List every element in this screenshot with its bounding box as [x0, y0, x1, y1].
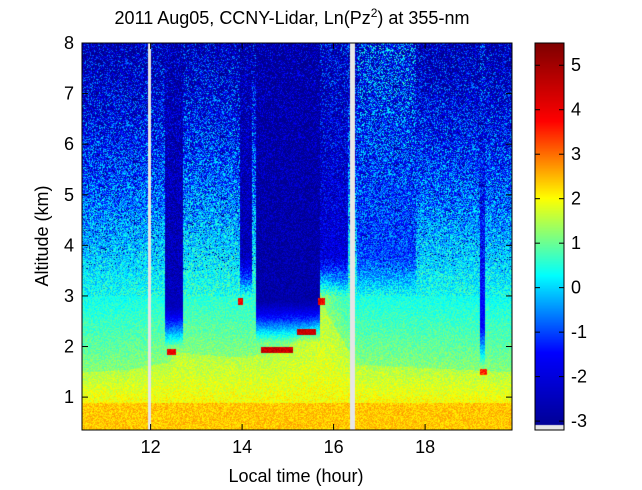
plot-frame [81, 42, 513, 431]
x-axis: 12 14 16 18 [141, 43, 435, 457]
y-tick-label: 2 [64, 337, 74, 357]
y-tick-label: 7 [64, 84, 74, 104]
colorbar-tick-label: 1 [571, 233, 581, 253]
x-axis-label: Local time (hour) [228, 466, 363, 486]
colorbar-tick-label: -3 [571, 411, 587, 431]
y-tick-label: 6 [64, 134, 74, 154]
colorbar-tick-label: 5 [571, 55, 581, 75]
y-tick-label: 1 [64, 387, 74, 407]
colorbar-image [535, 43, 564, 430]
colorbar-tick-label: 0 [571, 278, 581, 298]
colorbar-tick-label: 2 [571, 189, 581, 209]
colorbar-tick-label: 4 [571, 100, 581, 120]
colorbar-tick-label: -1 [571, 322, 587, 342]
x-tick-label: 14 [232, 437, 252, 457]
colorbar-axis: -3 -2 -1 0 1 2 3 4 5 [535, 55, 587, 431]
heatmap-image [82, 43, 512, 430]
x-tick-label: 18 [415, 437, 435, 457]
y-tick-label: 5 [64, 185, 74, 205]
colorbar-tick-label: 3 [571, 144, 581, 164]
y-tick-label: 8 [64, 33, 74, 53]
chart-title: 2011 Aug05, CCNY-Lidar, Ln(Pz2) at 355-n… [115, 6, 470, 28]
y-axis: 1 2 3 4 5 6 7 8 [64, 33, 512, 407]
x-tick-label: 16 [324, 437, 344, 457]
y-tick-label: 4 [64, 235, 74, 255]
y-tick-label: 3 [64, 286, 74, 306]
colorbar-tick-label: -2 [571, 367, 587, 387]
x-tick-label: 12 [141, 437, 161, 457]
y-axis-label: Altitude (km) [32, 185, 52, 286]
colorbar-frame [534, 42, 565, 431]
